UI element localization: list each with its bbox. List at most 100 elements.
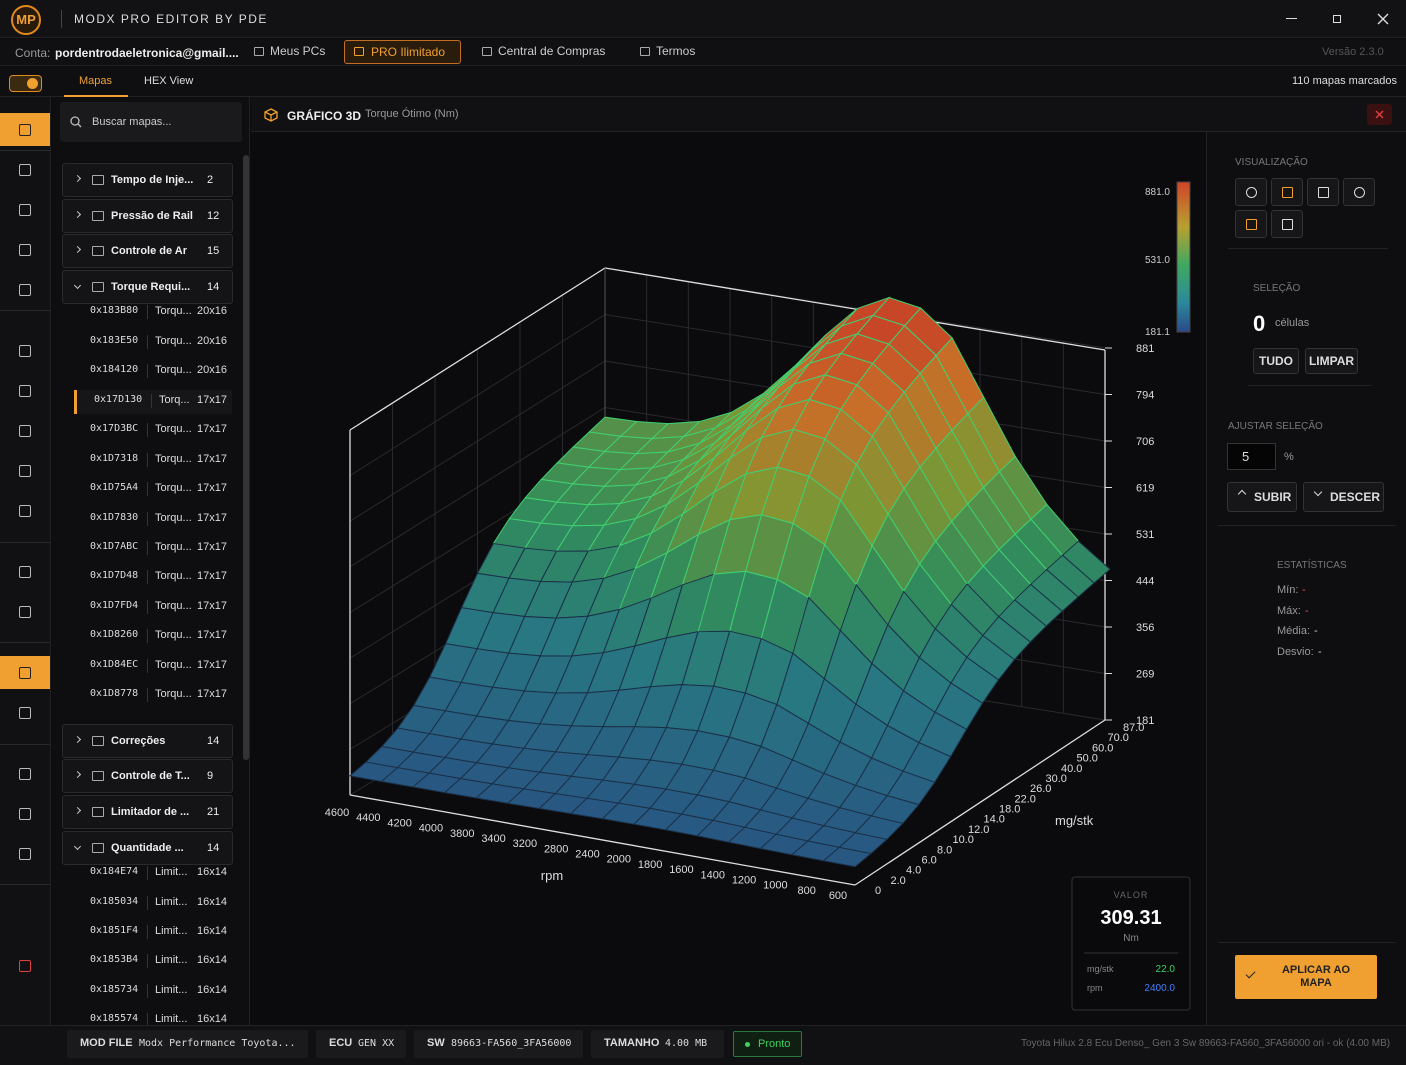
close-window[interactable] xyxy=(1377,13,1389,25)
tree-group[interactable] xyxy=(62,794,233,829)
tab[interactable]: Mapas xyxy=(79,75,113,87)
map-address[interactable]: 0x1D7D48 xyxy=(90,570,139,582)
x-tick-label: 4600 xyxy=(325,807,349,819)
chart-subtitle: Torque Ótimo (Nm) xyxy=(365,108,459,120)
view-button[interactable] xyxy=(1235,178,1267,206)
map-address[interactable]: 0x183E50 xyxy=(90,334,139,346)
map-address[interactable]: 0x1D7FD4 xyxy=(90,599,139,611)
row-divider xyxy=(147,629,148,644)
x-tick-label: 2800 xyxy=(544,843,568,855)
map-address[interactable]: 0x185034 xyxy=(90,895,139,907)
map-size: 16x14 xyxy=(197,954,227,967)
map-address[interactable]: 0x1853B4 xyxy=(90,954,139,966)
map-address[interactable]: 0x185734 xyxy=(90,983,139,995)
sidebar-icon[interactable] xyxy=(19,505,31,517)
sidebar-icon[interactable] xyxy=(19,707,31,719)
sidebar-icon[interactable] xyxy=(19,848,31,860)
view-button[interactable] xyxy=(1235,210,1267,238)
folder-icon xyxy=(92,806,104,817)
view-button[interactable] xyxy=(1271,210,1303,238)
map-address[interactable]: 0x1D8778 xyxy=(90,688,139,700)
tree-group[interactable] xyxy=(62,723,233,758)
sidebar-icon[interactable] xyxy=(19,345,31,357)
tree-group[interactable] xyxy=(62,198,233,233)
map-address[interactable]: 0x1D8260 xyxy=(90,629,139,641)
z-tick-label: 181 xyxy=(1136,715,1154,727)
sidebar-icon[interactable] xyxy=(19,204,31,216)
tree-group[interactable] xyxy=(62,830,233,865)
account-button[interactable]: Meus PCs xyxy=(270,44,326,58)
view-button[interactable] xyxy=(1271,178,1303,206)
row-divider xyxy=(147,983,148,998)
sidebar-icon[interactable] xyxy=(19,284,31,296)
view-button[interactable] xyxy=(1343,178,1375,206)
search-box[interactable]: Buscar mapas... xyxy=(60,102,242,142)
sidebar-divider xyxy=(0,884,50,885)
x-tick-label: 3200 xyxy=(513,838,537,850)
sidebar-icon[interactable] xyxy=(19,667,31,679)
map-size: 17x17 xyxy=(197,570,227,583)
sidebar-icon[interactable] xyxy=(19,164,31,176)
account-button[interactable]: Termos xyxy=(656,44,696,58)
sidebar-icon[interactable] xyxy=(19,606,31,618)
y-tick-label: 8.0 xyxy=(937,844,952,856)
minimize[interactable] xyxy=(1286,18,1297,19)
sidebar-icon[interactable] xyxy=(19,124,31,136)
sidebar-icon[interactable] xyxy=(19,768,31,780)
sidebar-icon[interactable] xyxy=(19,465,31,477)
selected-marker xyxy=(74,389,77,414)
sidebar-icon[interactable] xyxy=(19,566,31,578)
account-button[interactable]: Central de Compras xyxy=(498,44,606,58)
sidebar-icon[interactable] xyxy=(19,425,31,437)
map-address[interactable]: 0x17D3BC xyxy=(90,423,139,435)
sidebar-icon[interactable] xyxy=(19,385,31,397)
sidebar-icon[interactable] xyxy=(19,808,31,820)
map-address[interactable]: 0x183B80 xyxy=(90,305,139,317)
map-size: 17x17 xyxy=(197,452,227,465)
map-address[interactable]: 0x1851F4 xyxy=(90,925,139,936)
z-tick-label: 706 xyxy=(1136,436,1154,448)
select-all[interactable]: TUDO xyxy=(1253,348,1299,374)
row-divider xyxy=(147,895,148,910)
tree-group[interactable] xyxy=(62,759,233,794)
map-address[interactable]: 0x1D7318 xyxy=(90,452,139,464)
sidebar-divider xyxy=(0,310,50,311)
folder-icon xyxy=(92,175,104,185)
raise[interactable]: SUBIR xyxy=(1227,482,1297,512)
sidebar-active xyxy=(0,113,50,146)
map-address[interactable]: 0x1D75A4 xyxy=(90,482,139,494)
group-count: 14 xyxy=(207,280,220,293)
tree-group[interactable] xyxy=(62,234,233,269)
y-tick-label: 2.0 xyxy=(891,875,906,887)
maximize[interactable] xyxy=(1333,15,1341,23)
tree-group[interactable] xyxy=(62,269,233,304)
map-address[interactable]: 0x1D84EC xyxy=(90,658,139,670)
map-address[interactable]: 0x184120 xyxy=(90,364,139,376)
sidebar-icon[interactable] xyxy=(19,244,31,256)
map-address[interactable]: 0x1D7830 xyxy=(90,511,139,523)
sidebar-icon[interactable] xyxy=(19,960,31,972)
scrollbar[interactable] xyxy=(243,155,249,760)
step-input[interactable]: 5 xyxy=(1227,443,1276,470)
toggle[interactable] xyxy=(9,75,42,92)
map-address[interactable]: 0x17D130 xyxy=(94,393,143,405)
map-name: Torqu... xyxy=(155,423,192,436)
map-size: 17x17 xyxy=(197,658,227,671)
group-count: 14 xyxy=(207,841,220,854)
lower[interactable]: DESCER xyxy=(1303,482,1384,512)
view-button[interactable] xyxy=(1307,178,1339,206)
button-icon xyxy=(640,47,650,56)
group-name: Limitador de ... xyxy=(111,805,190,818)
map-address[interactable]: 0x184E74 xyxy=(90,866,139,878)
view-icon xyxy=(1354,187,1365,198)
close-chart[interactable] xyxy=(1367,104,1392,125)
axis-edge xyxy=(349,267,606,431)
tab[interactable]: HEX View xyxy=(144,75,194,87)
apply-button[interactable]: APLICAR AO MAPA xyxy=(1235,955,1377,999)
map-size: 20x16 xyxy=(197,364,227,377)
map-address[interactable]: 0x1D7ABC xyxy=(90,541,139,552)
clear-selection[interactable]: LIMPAR xyxy=(1305,348,1358,374)
group-count: 21 xyxy=(207,805,220,818)
tree-group[interactable] xyxy=(62,163,233,197)
map-address[interactable]: 0x185574 xyxy=(90,1013,139,1025)
